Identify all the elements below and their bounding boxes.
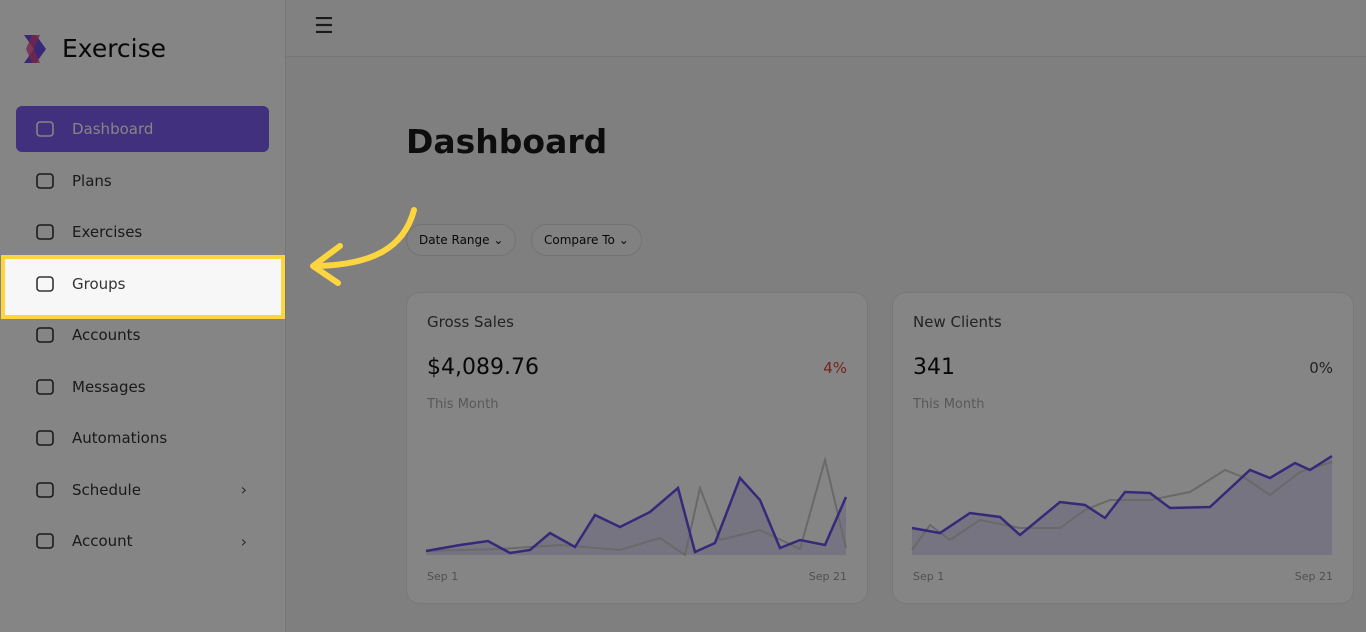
nav-label: Automations	[72, 429, 168, 447]
page-title: Dashboard	[406, 122, 608, 161]
card-value: 341	[913, 355, 955, 380]
nav-item[interactable]: Automations	[16, 415, 269, 461]
axis-start: Sep 1	[427, 570, 459, 583]
nav-label: Exercises	[72, 223, 143, 241]
nav-item[interactable]: Account ›	[16, 518, 269, 564]
nav-item[interactable]: Accounts	[16, 312, 269, 358]
logo	[24, 35, 46, 63]
card-title: New Clients	[913, 313, 1002, 331]
axis-end: Sep 21	[808, 570, 847, 583]
filter-button[interactable]: Date Range ⌄	[406, 224, 517, 256]
nav-item[interactable]: Exercises	[16, 209, 269, 255]
area	[912, 456, 1332, 555]
brand-name: Exercise	[62, 34, 167, 63]
card-change: 0%	[1309, 359, 1333, 377]
nav-item[interactable]: Plans	[16, 158, 269, 204]
current-line	[425, 475, 848, 555]
compare-line	[911, 461, 1333, 551]
nav-icon	[36, 224, 54, 240]
nav-label: Groups	[72, 274, 126, 293]
nav-icon	[36, 533, 54, 549]
card-period: This Month	[913, 397, 985, 412]
current-line	[911, 454, 1333, 537]
chevron: ›	[240, 480, 247, 499]
chevron: ›	[240, 531, 247, 551]
filter-label: Compare To	[544, 233, 615, 247]
nav-icon	[36, 172, 54, 189]
card-period: This Month	[427, 397, 499, 412]
card-value: $4,089.76	[427, 355, 539, 380]
axis-end: Sep 21	[1294, 570, 1333, 583]
nav-icon	[36, 378, 54, 395]
compare-line	[425, 456, 847, 557]
arrow	[310, 207, 417, 286]
nav-label: Account	[72, 532, 133, 550]
nav-icon	[36, 275, 54, 292]
nav-item[interactable]: Groups	[16, 260, 269, 307]
nav-label: Plans	[72, 171, 112, 190]
card-title: Gross Sales	[427, 313, 514, 331]
nav-label: Dashboard	[72, 120, 154, 138]
nav-icon	[36, 430, 54, 446]
menu-toggle[interactable]: ☰	[314, 14, 334, 39]
filter-label: Date Range	[419, 233, 490, 247]
nav-label: Accounts	[72, 326, 141, 344]
nav-label: Messages	[72, 377, 146, 396]
nav-label: Schedule	[72, 480, 141, 499]
nav-icon	[36, 481, 54, 498]
nav-icon	[36, 327, 54, 343]
card-change: 4%	[823, 359, 847, 377]
nav-icon	[36, 121, 54, 137]
nav-item[interactable]: Dashboard	[16, 106, 269, 152]
filter-button[interactable]: Compare To ⌄	[531, 224, 642, 256]
top-bar: ☰	[286, 0, 1366, 57]
axis-start: Sep 1	[913, 570, 945, 583]
nav-item[interactable]: Messages	[16, 364, 269, 410]
nav-item[interactable]: Schedule ›	[16, 467, 269, 513]
